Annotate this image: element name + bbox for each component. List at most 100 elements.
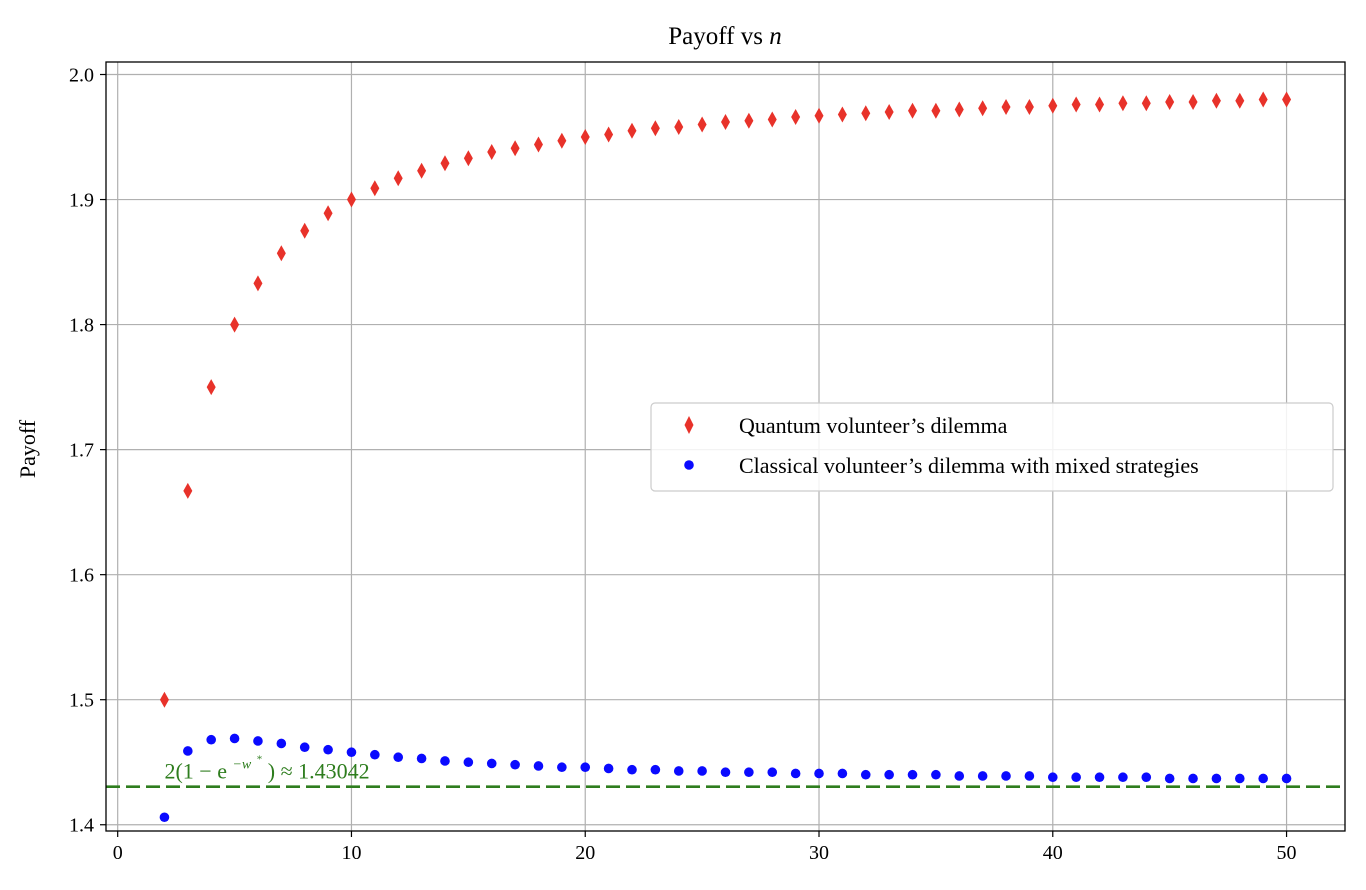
classical-point [1164, 773, 1175, 784]
classical-point [1211, 773, 1222, 784]
quantum-point [1118, 95, 1128, 112]
quantum-point [767, 111, 777, 128]
ref-label-approx: ≈ [281, 759, 293, 784]
classical-point [767, 767, 778, 778]
ref-label-suffix: ) [268, 759, 275, 784]
ref-label-star: * [257, 754, 263, 766]
ref-label-exponent: −w [232, 758, 251, 773]
quantum-point [557, 132, 567, 149]
quantum-point [206, 379, 216, 396]
classical-point [1235, 773, 1245, 784]
classical-point [463, 757, 474, 768]
quantum-point [346, 191, 356, 208]
classical-point [954, 771, 965, 781]
quantum-point [1001, 99, 1011, 116]
classical-point [557, 762, 567, 773]
y-tick-label: 1.4 [69, 815, 94, 837]
quantum-point [978, 100, 988, 117]
x-tick-label: 20 [575, 842, 595, 864]
chart-title: Payoff vs n [668, 23, 781, 50]
classical-point [323, 744, 333, 755]
x-tick-label: 30 [809, 842, 829, 864]
classical-point [884, 769, 894, 780]
quantum-point [1141, 95, 1151, 112]
classical-point [673, 766, 684, 776]
classical-point [346, 747, 357, 758]
quantum-point [1188, 94, 1198, 111]
quantum-point [931, 102, 941, 119]
classical-point [159, 812, 170, 823]
classical-point [1188, 773, 1198, 784]
classical-point [1094, 772, 1105, 783]
quantum-point [650, 120, 660, 137]
classical-point [931, 769, 941, 780]
y-tick-label: 1.9 [69, 190, 94, 212]
quantum-point [230, 316, 240, 333]
classical-point [580, 762, 591, 773]
quantum-point [908, 102, 918, 119]
quantum-point [674, 119, 684, 136]
quantum-point [183, 482, 193, 499]
legend-entry-quantum: Quantum volunteer’s dilemma [739, 413, 1008, 438]
quantum-point [627, 122, 637, 139]
classical-point [510, 759, 520, 770]
ref-label-e: e [217, 759, 227, 784]
quantum-point [580, 129, 590, 146]
quantum-point [837, 106, 847, 123]
plot-frame [105, 61, 1346, 832]
quantum-point [253, 275, 263, 292]
data-marks [159, 91, 1292, 823]
quantum-point [604, 126, 614, 143]
quantum-point [463, 150, 473, 167]
quantum-point [417, 162, 427, 179]
x-tick-label: 40 [1043, 842, 1063, 864]
quantum-point [1024, 99, 1034, 116]
classical-point [183, 746, 193, 756]
quantum-point [1165, 94, 1175, 111]
legend-entry-classical: Classical volunteer’s dilemma with mixed… [739, 453, 1199, 478]
classical-point [627, 764, 637, 775]
classical-point [907, 769, 918, 780]
ref-label-prefix: 2(1 [164, 759, 193, 784]
classical-point [720, 767, 731, 778]
classical-point [1071, 772, 1081, 783]
quantum-point [1258, 91, 1268, 108]
axis-ticks: 0 10 20 30 40 50 1.4 1.5 1.6 1.7 1.8 1.9 2.0 [69, 65, 1297, 864]
classical-point [603, 763, 614, 774]
ref-label-minus: − [199, 759, 211, 784]
quantum-point [1282, 91, 1292, 108]
legend: Quantum volunteer’s dilemma Classical vo… [650, 402, 1334, 492]
quantum-point [814, 107, 824, 124]
quantum-point [861, 105, 871, 122]
y-tick-label: 1.6 [69, 565, 94, 587]
legend-box [650, 402, 1334, 492]
quantum-point [954, 101, 964, 118]
quantum-point [300, 222, 310, 239]
x-tick-label: 50 [1277, 842, 1297, 864]
quantum-point [323, 205, 333, 222]
quantum-point [1211, 92, 1221, 109]
y-tick-label: 1.7 [69, 440, 94, 462]
reference-line-label: 2(1 − e −w * ) ≈ 1.43042 [164, 743, 369, 784]
classical-point [253, 736, 263, 746]
classical-point [744, 767, 754, 778]
classical-point [814, 768, 824, 779]
y-tick-label: 1.8 [69, 315, 94, 337]
classical-point [650, 764, 661, 775]
legend-marker-classical [684, 460, 694, 470]
classical-point [1258, 773, 1268, 784]
quantum-point [487, 144, 497, 161]
classical-point [1047, 772, 1058, 783]
classical-point [229, 733, 240, 744]
quantum-point [159, 691, 169, 708]
classical-point [206, 734, 216, 745]
quantum-point [393, 170, 403, 187]
quantum-point [370, 180, 380, 197]
quantum-point [1048, 97, 1058, 114]
classical-point [533, 761, 544, 771]
classical-point [1118, 772, 1128, 783]
chart-title-text: Payoff vs [668, 23, 763, 50]
classical-point [860, 769, 871, 780]
classical-point [1281, 773, 1292, 784]
